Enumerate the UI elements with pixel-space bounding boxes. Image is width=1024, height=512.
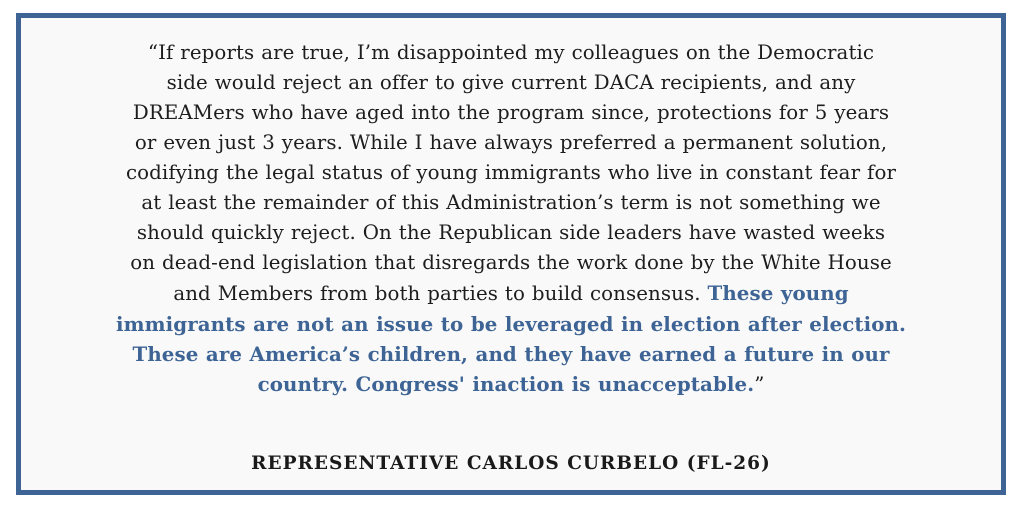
quote-line-plain-part: and Members from both parties to build c… <box>173 282 708 305</box>
quote-line: side would reject an offer to give curre… <box>166 71 856 94</box>
quote-highlight-start: These young <box>707 281 849 305</box>
closing-quote-mark: ” <box>754 373 765 396</box>
quote-line: or even just 3 years. While I have alway… <box>134 131 888 154</box>
quote-card: “If reports are true, I’m disappointed m… <box>16 13 1006 495</box>
quote-line: should quickly reject. On the Republican… <box>136 221 886 244</box>
attribution-name: REPRESENTATIVE CARLOS CURBELO (FL-26) <box>251 453 771 474</box>
quote-last-line: country. Congress' inaction is unaccepta… <box>21 369 1001 400</box>
quote-highlight-line: These are America’s children, and they h… <box>132 342 890 366</box>
quote-line-mixed: and Members from both parties to build c… <box>21 278 1001 309</box>
quote-text: “If reports are true, I’m disappointed m… <box>21 38 1001 400</box>
quote-line: DREAMers who have aged into the program … <box>132 101 890 124</box>
quote-highlight-end: country. Congress' inaction is unaccepta… <box>257 372 755 396</box>
quote-line: “If reports are true, I’m disappointed m… <box>147 41 875 64</box>
quote-line: codifying the legal status of young immi… <box>125 161 897 184</box>
quote-line: at least the remainder of this Administr… <box>141 191 881 214</box>
quote-highlight-line: immigrants are not an issue to be levera… <box>115 312 907 336</box>
quote-line: on dead-end legislation that disregards … <box>130 251 892 274</box>
